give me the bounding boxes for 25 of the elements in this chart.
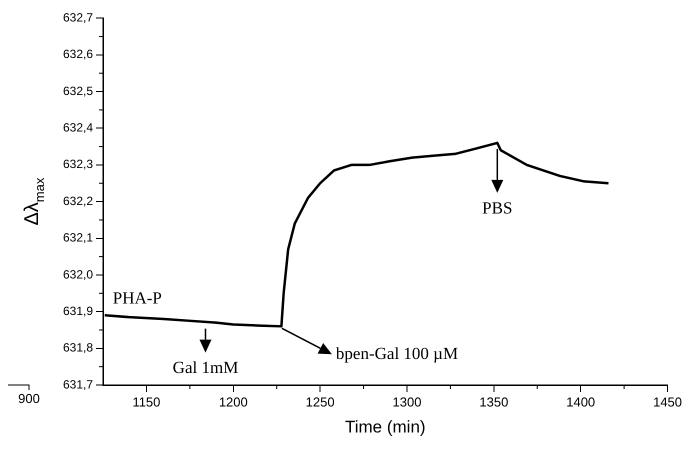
y-tick-label: 631,9 [62,304,94,318]
y-tick-label: 632,2 [62,194,94,208]
y-axis-title: Δλmax [21,177,47,226]
annotation: PBS [482,198,512,218]
x-tick-label: 1300 [392,394,422,410]
y-tick-label: 632,3 [62,157,94,172]
y-tick-label: 632,5 [62,84,94,98]
annotation: Gal 1mM [172,358,238,378]
y-tick-label: 632,0 [62,267,94,282]
y-tick-label: 631,8 [62,340,94,355]
x-axis-title: Time (min) [344,417,426,436]
text: 900 [18,391,40,406]
x-tick-label: 1400 [566,394,596,410]
annotation: PHA-P [112,288,162,308]
x-tick-label: 1350 [479,394,508,410]
x-tick-label: 1150 [132,394,160,410]
y-tick-label: 632,4 [62,120,94,135]
x-tick-label: 1250 [306,394,335,410]
y-tick-label: 632,6 [62,47,94,62]
y-tick-label: 632,1 [62,230,94,245]
annotation: bpen-Gal 100 µM [336,344,458,363]
y-tick-label: 632,7 [62,10,94,25]
x-tick-label: 1450 [653,394,682,410]
x-tick-label: 1200 [218,394,248,410]
y-tick-label: 631,7 [62,377,94,392]
